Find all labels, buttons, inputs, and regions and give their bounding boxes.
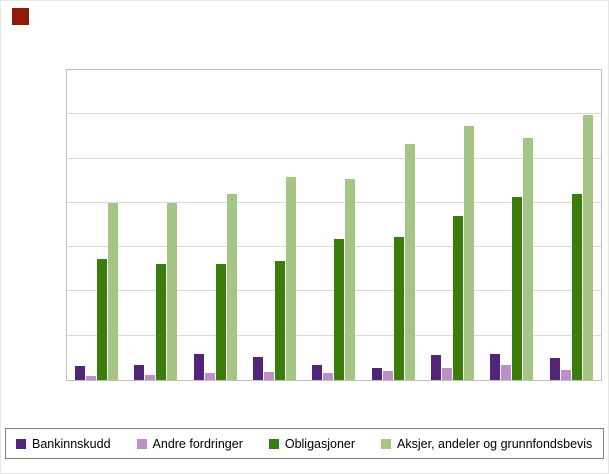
bar-group (75, 70, 119, 380)
bar-andre-fordringer (145, 375, 156, 380)
legend-swatch (381, 438, 392, 449)
bar-aksjer-andeler-og-grunnfondsbevis (404, 144, 415, 380)
chart-legend: Bankinnskudd Andre fordringer Obligasjoner… (5, 428, 604, 459)
gridline (67, 334, 601, 336)
bar-aksjer-andeler-og-grunnfondsbevis (345, 178, 356, 380)
bar-andre-fordringer (264, 371, 275, 380)
gridline (67, 290, 601, 292)
bar-obligasjoner (453, 215, 464, 380)
legend-label: Aksjer, andeler og grunnfondsbevis (397, 436, 593, 451)
legend-swatch (136, 438, 147, 449)
bar-bankinnskudd (193, 353, 204, 380)
bar-bankinnskudd (371, 367, 382, 380)
bar-group (431, 70, 475, 380)
legend-swatch (16, 438, 26, 449)
bar-obligasjoner (275, 260, 286, 380)
bars-layer (67, 70, 601, 380)
bar-aksjer-andeler-og-grunnfondsbevis (523, 138, 534, 380)
bar-bankinnskudd (490, 353, 501, 380)
bar-aksjer-andeler-og-grunnfondsbevis (226, 194, 237, 380)
publisher-logo-mark (12, 8, 29, 25)
bar-group (134, 70, 178, 380)
gridline (67, 113, 601, 115)
bar-aksjer-andeler-og-grunnfondsbevis (167, 203, 178, 380)
bar-bankinnskudd (549, 358, 560, 380)
legend-label: Andre fordringer (152, 436, 243, 451)
bar-andre-fordringer (204, 372, 215, 380)
bar-group (253, 70, 297, 380)
bar-bankinnskudd (134, 364, 145, 380)
gridline (67, 201, 601, 203)
legend-swatch (268, 438, 279, 449)
bar-group (193, 70, 237, 380)
plot-area (66, 69, 602, 381)
bar-bankinnskudd (253, 356, 264, 380)
bar-obligasjoner (512, 197, 523, 380)
legend-item-aksjer-andeler-og-grunnfondsbevis: Aksjer, andeler og grunnfondsbevis (381, 437, 592, 451)
bar-group (312, 70, 356, 380)
legend-item-andre-fordringer: Andre fordringer (136, 436, 243, 451)
bar-aksjer-andeler-og-grunnfondsbevis (108, 203, 119, 380)
legend-label: Obligasjoner (284, 436, 356, 451)
bar-aksjer-andeler-og-grunnfondsbevis (286, 176, 297, 380)
bar-obligasjoner (393, 237, 404, 380)
bar-andre-fordringer (501, 364, 512, 380)
bar-aksjer-andeler-og-grunnfondsbevis (464, 125, 475, 380)
bar-group (371, 70, 415, 380)
legend-item-bankinnskudd: Bankinnskudd (16, 437, 111, 451)
bar-andre-fordringer (560, 370, 571, 380)
bar-obligasjoner (156, 263, 167, 380)
bar-andre-fordringer (382, 370, 393, 380)
bar-andre-fordringer (442, 367, 453, 380)
bar-bankinnskudd (75, 366, 86, 380)
bar-obligasjoner (571, 194, 582, 380)
legend-item-obligasjoner: Obligasjoner (268, 436, 356, 451)
bar-bankinnskudd (431, 355, 442, 380)
bar-obligasjoner (215, 263, 226, 380)
bar-group (490, 70, 534, 380)
legend-label: Bankinnskudd (32, 436, 111, 451)
bar-obligasjoner (334, 238, 345, 380)
bar-andre-fordringer (323, 372, 334, 380)
bar-aksjer-andeler-og-grunnfondsbevis (582, 114, 593, 380)
bar-group (549, 70, 593, 380)
bar-obligasjoner (97, 259, 108, 380)
gridline (67, 246, 601, 248)
bar-bankinnskudd (312, 364, 323, 380)
bar-andre-fordringer (86, 375, 97, 380)
gridline (67, 157, 601, 159)
